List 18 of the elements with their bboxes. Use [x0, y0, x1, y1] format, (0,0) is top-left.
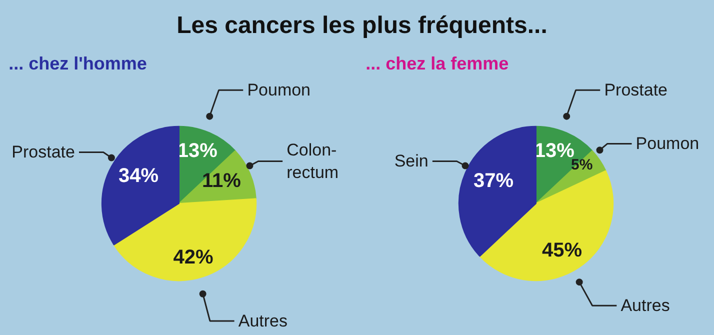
- data-label: 37%: [474, 170, 514, 192]
- data-label: 5%: [571, 156, 593, 174]
- data-label: 34%: [118, 165, 159, 188]
- data-label: 42%: [173, 246, 214, 269]
- slice-label: Poumon: [636, 134, 700, 154]
- data-label: 13%: [177, 140, 218, 162]
- chart-title: Les cancers les plus fréquents...: [176, 11, 548, 41]
- slice-label: Prostate: [604, 80, 668, 100]
- slice-label: Poumon: [247, 80, 311, 100]
- data-label: 11%: [202, 170, 242, 192]
- slice-label: Colon-rectum: [286, 140, 339, 182]
- chart-subtitle: ... chez l'homme: [8, 54, 147, 74]
- slice-label: Prostate: [12, 142, 75, 162]
- data-label: 45%: [542, 240, 582, 262]
- chart-subtitle: ... chez la femme: [366, 54, 509, 74]
- slice-label: Sein: [394, 152, 428, 171]
- slice-label: Autres: [238, 311, 288, 330]
- slice-label: Autres: [620, 296, 670, 316]
